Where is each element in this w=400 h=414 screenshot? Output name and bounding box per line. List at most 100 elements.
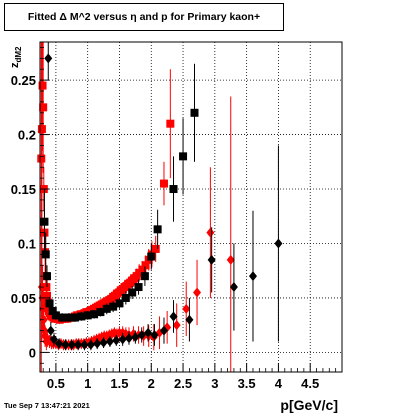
- square-marker: [40, 217, 49, 226]
- data-point-red-square: [159, 161, 168, 206]
- data-point-black-square: [115, 297, 124, 309]
- diamond-marker: [131, 332, 140, 343]
- diamond-marker: [99, 337, 108, 348]
- data-point-red-diamond: [182, 281, 191, 337]
- square-marker: [141, 261, 150, 270]
- data-point-black-diamond: [112, 334, 121, 346]
- plot-frame: [39, 41, 343, 373]
- square-marker: [42, 272, 51, 281]
- x-tick-label: 2: [148, 376, 155, 391]
- diamond-marker: [137, 329, 146, 340]
- y-tick-label: 0: [29, 345, 36, 360]
- square-marker: [41, 250, 50, 259]
- diamond-marker: [74, 339, 83, 350]
- data-point-black-diamond: [80, 339, 89, 351]
- tick-layer: 0.5 1 1.5 2 2.5 3 3.5 4 4.5 0 0.05 0.1 0.15 0.2 0.25: [11, 47, 337, 391]
- diamond-marker: [207, 254, 216, 265]
- data-point-black-diamond: [55, 338, 64, 350]
- data-point-black-square: [96, 307, 105, 317]
- data-point-black-diamond: [159, 317, 168, 344]
- data-layer: [37, 42, 283, 372]
- chart-title: Fitted Δ M^2 versus η and p for Primary …: [27, 11, 261, 23]
- diamond-marker: [169, 311, 178, 322]
- data-point-red-diamond: [193, 259, 202, 326]
- data-point-red-square: [39, 42, 48, 173]
- y-tick-label: 0.15: [11, 182, 36, 197]
- y-axis-title: zdM2: [9, 46, 23, 68]
- square-marker: [128, 288, 137, 297]
- diamond-marker: [105, 336, 114, 347]
- square-marker: [121, 293, 130, 302]
- square-marker: [179, 152, 188, 161]
- square-marker: [153, 225, 162, 234]
- data-point-black-diamond: [144, 324, 153, 342]
- diamond-marker: [226, 254, 235, 265]
- diamond-marker: [55, 338, 64, 349]
- diamond-marker: [150, 329, 159, 340]
- x-tick-label: 2.5: [174, 376, 192, 391]
- data-point-black-diamond: [74, 339, 83, 351]
- diamond-marker: [118, 334, 127, 345]
- data-point-black-square: [190, 63, 199, 162]
- data-point-black-square: [90, 309, 99, 319]
- square-marker: [102, 304, 111, 313]
- data-point-black-square: [153, 209, 162, 249]
- square-marker: [37, 154, 46, 163]
- diamond-marker: [93, 338, 102, 349]
- square-marker: [159, 179, 168, 188]
- y-tick-label: 0.2: [18, 128, 36, 143]
- data-point-black-diamond: [105, 336, 114, 347]
- diamond-marker: [67, 339, 76, 350]
- data-point-black-diamond: [67, 339, 76, 351]
- data-point-black-diamond: [131, 330, 140, 344]
- diamond-marker: [172, 320, 181, 331]
- square-marker: [42, 283, 51, 292]
- square-marker: [83, 311, 92, 320]
- data-point-black-diamond: [44, 42, 53, 81]
- diamond-marker: [46, 325, 55, 336]
- timestamp: Tue Sep 7 13:47:21 2021: [4, 401, 90, 410]
- diamond-marker: [248, 271, 257, 282]
- diamond-marker: [229, 282, 238, 293]
- data-point-black-square: [140, 266, 149, 286]
- square-marker: [39, 103, 48, 112]
- chart-title-box: Fitted Δ M^2 versus η and p for Primary …: [4, 3, 284, 31]
- series-black-square: [40, 63, 199, 322]
- data-point-red-square: [38, 42, 47, 151]
- data-point-black-diamond: [93, 338, 102, 350]
- data-point-red-diamond: [226, 96, 235, 372]
- diamond-marker: [193, 287, 202, 298]
- data-point-black-diamond: [137, 327, 146, 343]
- diamond-marker: [44, 53, 53, 64]
- data-point-red-square: [151, 235, 160, 262]
- square-marker: [138, 265, 147, 274]
- square-marker: [109, 302, 118, 311]
- square-marker: [42, 291, 51, 300]
- square-marker: [38, 81, 47, 90]
- data-point-black-diamond: [125, 331, 134, 345]
- data-point-black-square: [83, 311, 92, 320]
- diamond-marker: [112, 335, 121, 346]
- series-red-square: [37, 42, 175, 372]
- series-black-diamond: [44, 42, 283, 351]
- square-marker: [134, 283, 143, 292]
- x-tick-label: 4: [275, 376, 283, 391]
- square-marker: [96, 308, 105, 317]
- data-point-black-diamond: [86, 339, 95, 351]
- diamond-marker: [49, 334, 58, 345]
- square-marker: [115, 299, 124, 308]
- square-marker: [70, 313, 79, 322]
- data-point-black-diamond: [61, 339, 70, 351]
- diamond-marker: [182, 303, 191, 314]
- data-point-black-diamond: [169, 300, 178, 333]
- x-tick-label: 1: [84, 376, 91, 391]
- data-point-black-square: [51, 311, 60, 320]
- data-point-black-square: [58, 313, 67, 322]
- y-axis-title-subscript: dM2: [14, 46, 23, 63]
- data-point-red-square: [37, 42, 46, 239]
- diamond-marker: [274, 238, 283, 249]
- data-point-black-square: [128, 285, 137, 300]
- square-marker: [90, 310, 99, 319]
- data-point-black-square: [42, 265, 51, 288]
- diamond-marker: [61, 339, 70, 350]
